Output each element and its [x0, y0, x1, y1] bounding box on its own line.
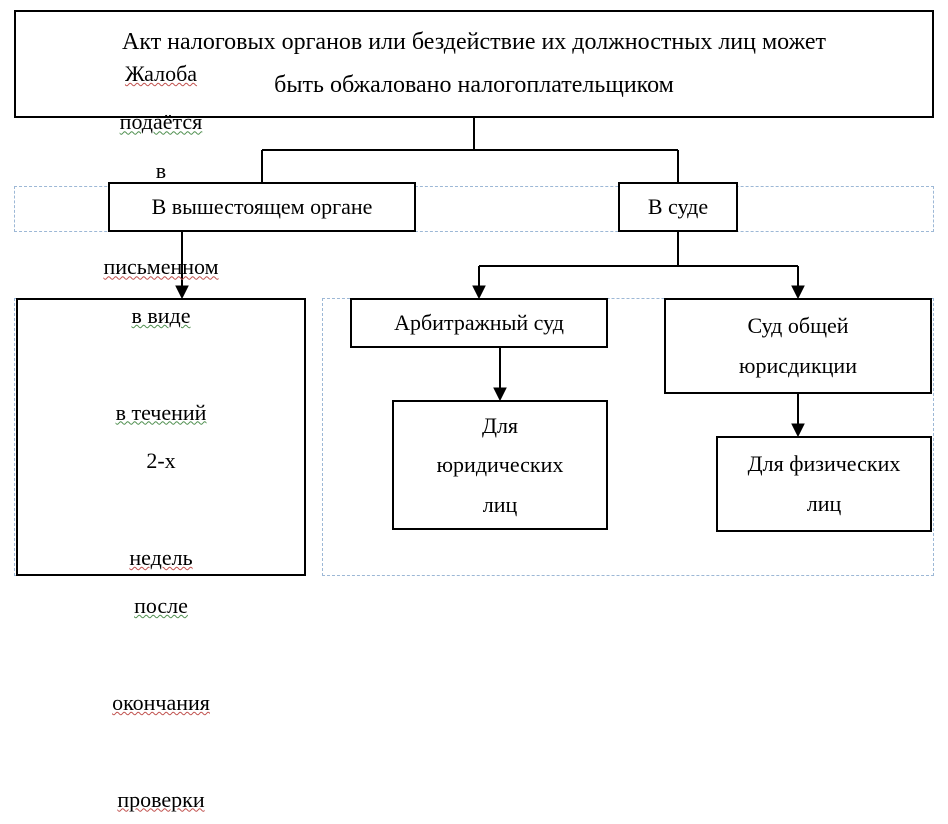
node-complaint: Жалоба подаётся в письменном в виде в те…: [16, 298, 306, 576]
flowchart-canvas: { "diagram": { "type": "flowchart", "bac…: [0, 0, 948, 588]
w-nedel: недель: [103, 534, 218, 582]
root-line1: Акт налоговых органов или бездействие их…: [122, 21, 826, 64]
yur-line2: юридических: [437, 445, 564, 485]
w-zhaloba: Жалоба: [103, 50, 218, 98]
w-v-vide: в виде: [103, 292, 218, 340]
arbitrazh-text: Арбитражный суд: [394, 303, 564, 343]
fiz-line2: лиц: [748, 484, 901, 524]
court-text: В суде: [648, 187, 708, 227]
complaint-text: Жалоба подаётся в письменном в виде в те…: [103, 50, 218, 824]
w-v1: в: [103, 147, 218, 195]
w-pismennom: письменном: [103, 243, 218, 291]
node-court: В суде: [618, 182, 738, 232]
yur-line1: Для: [437, 406, 564, 446]
node-arbitrazh-court: Арбитражный суд: [350, 298, 608, 348]
w-okonchaniya: окончания: [103, 679, 218, 727]
w-v-techenii: в течений: [103, 389, 218, 437]
obshch-line2: юрисдикции: [739, 346, 857, 386]
w-posle: после: [103, 582, 218, 630]
w-proverki: проверки: [103, 776, 218, 824]
node-general-court: Суд общей юрисдикции: [664, 298, 932, 394]
root-line2: быть обжаловано налогоплательщиком: [122, 64, 826, 107]
yur-line3: лиц: [437, 485, 564, 525]
w-2x: 2-х: [103, 437, 218, 485]
node-individuals: Для физических лиц: [716, 436, 932, 532]
node-legal-entities: Для юридических лиц: [392, 400, 608, 530]
obshch-line1: Суд общей: [739, 306, 857, 346]
w-podaetsya: подаётся: [103, 98, 218, 146]
fiz-line1: Для физических: [748, 444, 901, 484]
